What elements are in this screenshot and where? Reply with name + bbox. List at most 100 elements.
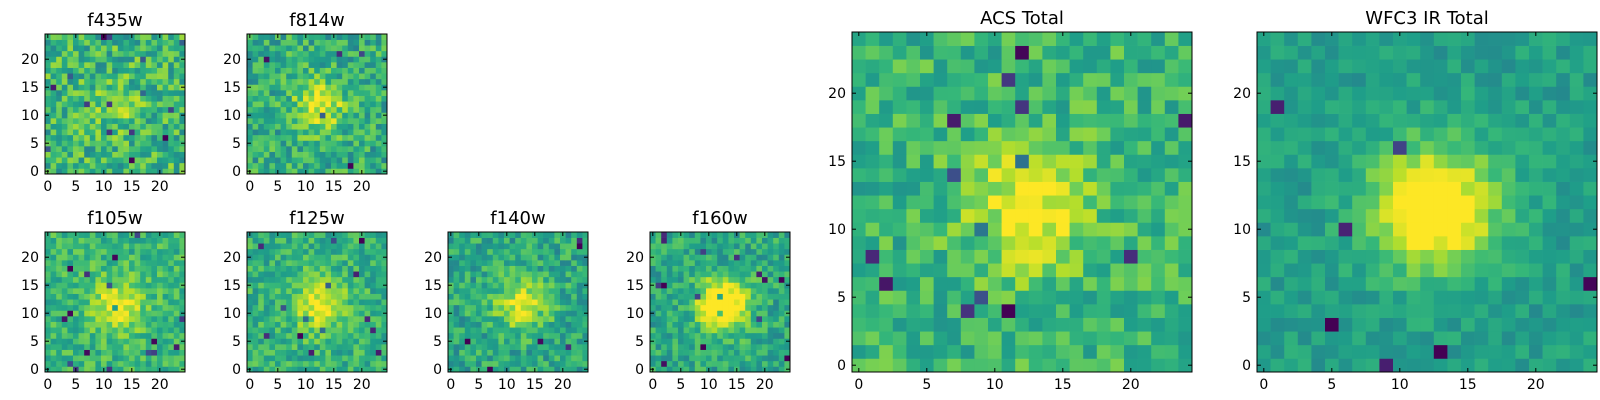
heatmap-cell <box>162 151 169 158</box>
heatmap-cell <box>275 62 281 68</box>
heatmap-cell <box>78 45 85 52</box>
heatmap-cell <box>947 249 962 264</box>
heatmap-cell <box>353 78 360 85</box>
heatmap-cell <box>263 366 270 373</box>
heatmap-cell <box>336 299 343 306</box>
heatmap-cell <box>50 146 57 152</box>
heatmap-cell <box>314 106 321 113</box>
heatmap-cell <box>145 338 152 345</box>
heatmap-cell <box>520 265 527 272</box>
heatmap-cell <box>342 321 349 328</box>
heatmap-cell <box>370 101 377 108</box>
heatmap-cell <box>1257 181 1271 196</box>
heatmap-cell <box>151 288 158 294</box>
heatmap-cell <box>1083 249 1098 264</box>
heatmap-cell <box>112 271 119 278</box>
heatmap-cell <box>145 344 152 350</box>
heatmap-cell <box>319 118 326 124</box>
heatmap-cell <box>140 62 147 68</box>
heatmap-cell <box>1583 181 1598 196</box>
heatmap-cell <box>1137 236 1152 250</box>
heatmap-cell <box>258 282 265 289</box>
heatmap-cell <box>263 344 270 350</box>
heatmap-cell <box>157 288 163 294</box>
heatmap-cell <box>1083 72 1098 87</box>
heatmap-cell <box>291 95 298 102</box>
heatmap-cell <box>112 56 119 63</box>
heatmap-cell <box>336 112 343 119</box>
heatmap-cell <box>263 118 270 124</box>
heatmap-cell <box>700 299 707 306</box>
heatmap-cell <box>168 129 175 136</box>
heatmap-cell <box>548 232 555 238</box>
heatmap-cell <box>140 349 147 356</box>
heatmap-cell <box>331 310 337 317</box>
heatmap-cell <box>123 151 130 158</box>
heatmap-cell <box>168 366 175 373</box>
heatmap-cell <box>370 243 377 250</box>
heatmap-cell <box>157 338 163 345</box>
heatmap-cell <box>173 243 180 250</box>
heatmap-cell <box>84 316 91 322</box>
heatmap-cell <box>269 151 276 158</box>
heatmap-cell <box>560 276 566 283</box>
heatmap-cell <box>650 321 656 328</box>
heatmap-cell <box>459 299 466 306</box>
heatmap-cell <box>347 265 354 272</box>
heatmap-cell <box>906 304 921 318</box>
heatmap-cell <box>162 140 169 147</box>
heatmap-cell <box>537 232 544 238</box>
heatmap-cell <box>117 316 124 322</box>
heatmap-cell <box>655 338 662 345</box>
heatmap-cell <box>173 271 180 278</box>
heatmap-cell <box>359 45 365 52</box>
heatmap-cell <box>1028 45 1043 60</box>
heatmap-cell <box>325 316 332 322</box>
heatmap-cell <box>700 321 707 328</box>
heatmap-cell <box>331 248 337 255</box>
heatmap-cell <box>1083 358 1098 373</box>
heatmap-cell <box>739 344 746 350</box>
heatmap-cell <box>448 288 454 294</box>
heatmap-cell <box>375 248 382 255</box>
heatmap-cell <box>1447 344 1462 359</box>
heatmap-cell <box>151 299 158 306</box>
heatmap-cell <box>112 90 119 96</box>
heatmap-cell <box>280 123 287 130</box>
heatmap-cell <box>61 56 68 63</box>
heatmap-cell <box>319 90 326 96</box>
heatmap-cell <box>565 366 572 373</box>
heatmap-cell <box>269 78 276 85</box>
heatmap-cell <box>106 276 113 283</box>
heatmap-cell <box>263 293 270 300</box>
heatmap-cell <box>84 260 91 266</box>
heatmap-cell <box>50 151 57 158</box>
heatmap-cell <box>661 265 668 272</box>
heatmap-cell <box>129 327 135 334</box>
heatmap-cell <box>762 271 768 278</box>
heatmap-cell <box>1096 45 1111 60</box>
heatmap-cell <box>375 106 382 113</box>
heatmap-cell <box>865 32 880 46</box>
heatmap-cell <box>683 344 690 350</box>
heatmap-cell <box>498 243 505 250</box>
heatmap-cell <box>717 304 724 311</box>
heatmap-cell <box>252 355 259 362</box>
heatmap-cell <box>560 260 566 266</box>
heatmap-cell <box>291 62 298 68</box>
heatmap-cell <box>498 349 505 356</box>
heatmap-cell <box>1042 72 1057 87</box>
heatmap-cell <box>1311 344 1326 359</box>
heatmap-cell <box>117 168 124 175</box>
heatmap-cell <box>1083 344 1098 359</box>
heatmap-cell <box>297 162 304 169</box>
heatmap-cell <box>314 321 321 328</box>
heatmap-cell <box>526 288 533 294</box>
heatmap-cell <box>252 288 259 294</box>
heatmap-cell <box>565 232 572 238</box>
heatmap-cell <box>947 154 962 169</box>
heatmap-cell <box>1352 344 1367 359</box>
heatmap-cell <box>750 366 757 373</box>
heatmap-cell <box>852 168 866 182</box>
heatmap-cell <box>67 62 74 68</box>
